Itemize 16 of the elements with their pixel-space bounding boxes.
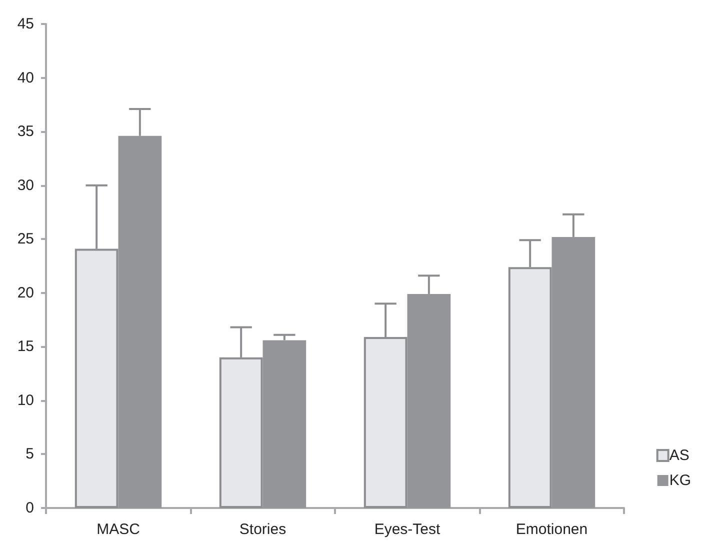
y-tick-label: 10 xyxy=(17,392,34,409)
y-tick-label: 15 xyxy=(17,338,34,356)
y-tick-label: 40 xyxy=(17,69,34,86)
y-tick-label: 20 xyxy=(17,284,34,302)
y-tick-label: 0 xyxy=(26,500,34,516)
x-tick-label: Eyes-Test xyxy=(374,521,442,538)
legend-label: AS xyxy=(669,447,690,464)
legend-label: KG xyxy=(669,472,692,489)
x-tick-label: Stories xyxy=(239,521,286,538)
x-tick-label: MASC xyxy=(96,521,140,538)
x-tick-label: Emotionen xyxy=(516,521,588,538)
y-tick-label: 25 xyxy=(17,230,34,248)
y-tick-label: 30 xyxy=(17,176,34,194)
y-tick-label: 45 xyxy=(17,16,34,32)
y-tick-label: 5 xyxy=(26,446,34,463)
y-tick-label: 35 xyxy=(17,123,34,140)
